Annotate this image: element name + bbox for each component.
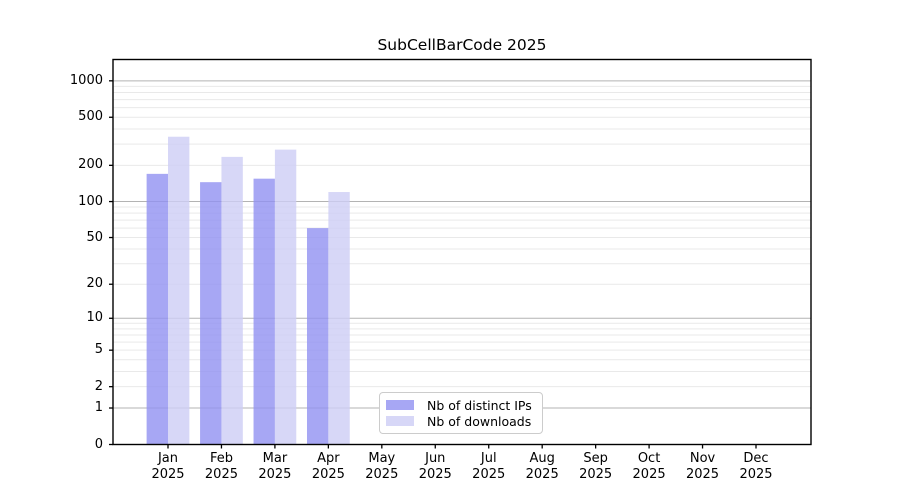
legend: Nb of distinct IPs Nb of downloads xyxy=(379,392,543,434)
y-tick-label: 100 xyxy=(78,193,103,209)
legend-swatch-downloads-icon xyxy=(386,416,414,426)
bar-apr-downloads xyxy=(328,192,350,445)
y-tick-label: 10 xyxy=(86,310,103,326)
plot-border xyxy=(112,58,812,446)
x-tick-year: 2025 xyxy=(739,466,773,482)
chart-title: SubCellBarCode 2025 xyxy=(377,36,547,54)
x-tick-month: Aug xyxy=(529,450,555,466)
x-tick-label: Jan 2025 xyxy=(136,451,200,483)
x-tick-year: 2025 xyxy=(258,466,292,482)
x-tick-month: Apr xyxy=(317,450,340,466)
x-tick-label: Feb 2025 xyxy=(189,451,253,483)
y-tick-label: 2 xyxy=(94,378,103,394)
x-tick-year: 2025 xyxy=(151,466,185,482)
x-tick-month: Jan xyxy=(157,450,179,466)
bar-feb-distinct-ips xyxy=(200,182,222,445)
bar-jan-downloads xyxy=(168,136,190,445)
x-tick-label: Aug 2025 xyxy=(510,451,574,483)
x-tick-year: 2025 xyxy=(685,466,720,482)
y-tick-label: 1 xyxy=(94,400,103,415)
x-tick-label: Apr 2025 xyxy=(296,451,360,483)
x-tick-year: 2025 xyxy=(311,466,345,482)
x-tick-year: 2025 xyxy=(579,466,613,482)
x-tick-month: Oct xyxy=(637,450,661,466)
bar-mar-downloads xyxy=(274,149,297,445)
x-tick-month: Mar xyxy=(262,450,288,466)
y-tick-label: 500 xyxy=(78,109,103,125)
x-tick-year: 2025 xyxy=(472,466,506,482)
y-tick-label: 50 xyxy=(86,229,103,245)
x-tick-year: 2025 xyxy=(418,466,452,482)
bar-apr-distinct-ips xyxy=(306,228,329,445)
legend-label-downloads: Nb of downloads xyxy=(427,413,532,429)
x-tick-label: Sep 2025 xyxy=(564,451,628,483)
legend-label-distinct-ips: Nb of distinct IPs xyxy=(427,397,532,413)
x-tick-year: 2025 xyxy=(365,466,399,482)
legend-item-distinct-ips: Nb of distinct IPs xyxy=(386,397,534,413)
x-tick-label: May 2025 xyxy=(350,451,414,483)
y-tick-label: 5 xyxy=(94,342,103,358)
y-tick-label: 200 xyxy=(78,157,103,173)
x-tick-year: 2025 xyxy=(632,466,666,482)
y-tick-label: 1000 xyxy=(69,72,103,88)
x-tick-month: Jun xyxy=(425,450,446,466)
legend-swatch-distinct-ips-icon xyxy=(386,400,414,410)
y-tick-label: 0 xyxy=(94,436,103,452)
x-tick-label: Nov 2025 xyxy=(671,451,735,483)
x-tick-month: Nov xyxy=(689,450,716,466)
x-tick-label: Jul 2025 xyxy=(457,451,521,483)
x-tick-year: 2025 xyxy=(525,466,559,482)
x-tick-year: 2025 xyxy=(204,466,238,482)
x-tick-month: Sep xyxy=(583,450,608,466)
x-tick-label: Mar 2025 xyxy=(243,451,307,483)
y-tick-label: 20 xyxy=(86,276,103,292)
bar-jan-distinct-ips xyxy=(146,173,168,445)
x-tick-month: Dec xyxy=(743,450,769,466)
x-tick-label: Oct 2025 xyxy=(617,451,681,483)
legend-item-downloads: Nb of downloads xyxy=(386,413,534,429)
x-tick-month: Feb xyxy=(209,450,233,466)
bar-mar-distinct-ips xyxy=(253,178,275,445)
x-tick-label: Dec 2025 xyxy=(724,451,788,483)
x-tick-month: May xyxy=(368,450,396,466)
x-tick-label: Jun 2025 xyxy=(403,451,467,483)
x-tick-month: Jul xyxy=(480,450,497,466)
bar-feb-downloads xyxy=(221,156,243,445)
